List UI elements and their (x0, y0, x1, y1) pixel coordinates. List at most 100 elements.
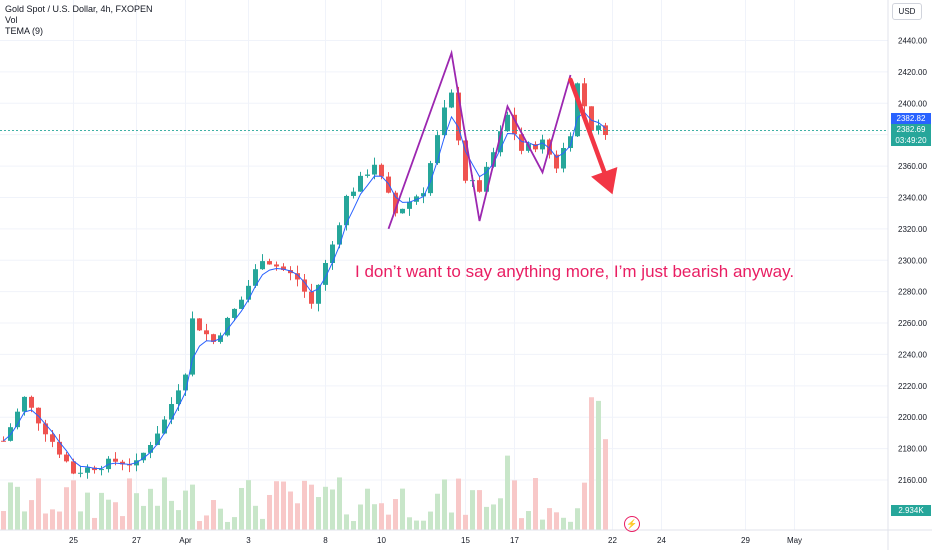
volume-bar (351, 521, 356, 530)
y-tick-label: 2360.00 (898, 162, 927, 171)
volume-bar (295, 503, 300, 530)
time-axis[interactable]: 25 27 Apr 3 8 10 15 17 22 24 29 May (69, 536, 802, 545)
volume-bar (232, 517, 237, 530)
volume-bar (64, 487, 69, 530)
volume-bar (393, 499, 398, 530)
volume-bar (225, 521, 230, 530)
volume-bar (85, 492, 90, 530)
candle-body (85, 467, 90, 473)
symbol-title[interactable]: Gold Spot / U.S. Dollar, 4h, FXOPEN (5, 4, 153, 14)
volume-bar (274, 481, 279, 530)
volume-bar (253, 505, 258, 530)
bar-countdown: 03:49:20 (891, 135, 931, 146)
candle-body (407, 201, 412, 209)
volume-bar (316, 497, 321, 530)
candle-body (274, 264, 279, 267)
volume-label[interactable]: Vol (5, 15, 18, 25)
candle-body (281, 266, 286, 271)
volume-bar (218, 508, 223, 530)
indicator-label[interactable]: TEMA (9) (5, 26, 44, 36)
candle-body (22, 396, 27, 412)
arrow-head (591, 166, 618, 195)
volume-bar (442, 479, 447, 530)
candle-body (211, 334, 216, 342)
x-tick-label: Apr (179, 536, 192, 545)
candle-body (29, 396, 34, 408)
volume-bar (302, 480, 307, 530)
volume-bar (190, 484, 195, 530)
x-tick-label: 27 (132, 536, 141, 545)
x-tick-label: 25 (69, 536, 78, 545)
candle-body (260, 261, 265, 270)
volume-bar (246, 480, 251, 530)
volume-bar (344, 514, 349, 530)
candle-body (295, 273, 300, 280)
candle-body (477, 180, 482, 192)
volume-bar (491, 504, 496, 530)
candle-body (435, 135, 440, 164)
volume-bar (155, 505, 160, 530)
candle-body (183, 374, 188, 391)
volume-bar (519, 518, 524, 530)
x-tick-label: 10 (377, 536, 386, 545)
candle-body (393, 192, 398, 214)
candle-body (71, 461, 76, 474)
volume-bar (386, 514, 391, 530)
y-tick-label: 2320.00 (898, 225, 927, 234)
candle-body (421, 193, 426, 197)
volume-bar (596, 400, 601, 530)
currency-button[interactable]: USD (892, 3, 922, 20)
candle-body (99, 469, 104, 471)
x-tick-label: 3 (246, 536, 251, 545)
x-tick-label: 8 (323, 536, 328, 545)
candle-body (155, 433, 160, 446)
grid-lines (0, 0, 888, 530)
candle-body (204, 330, 209, 335)
candle-body (43, 423, 48, 435)
volume-bar (169, 500, 174, 530)
x-tick-label: 15 (461, 536, 470, 545)
volume-bar (379, 503, 384, 530)
candle-body (162, 419, 167, 434)
tema-line (3, 111, 606, 470)
candle-body (561, 147, 566, 169)
annotation-text[interactable]: I don’t want to say anything more, I’m j… (355, 262, 795, 281)
volume-bar (22, 511, 27, 530)
volume-bar (176, 510, 181, 530)
volume-bar (456, 478, 461, 530)
x-tick-label: 29 (741, 536, 750, 545)
candle-body (400, 208, 405, 214)
candle-body (288, 270, 293, 274)
candle-body (484, 166, 489, 192)
volume-bar (561, 517, 566, 530)
volume-bar (92, 517, 97, 530)
candle-body (540, 139, 545, 150)
volume-bar (120, 516, 125, 530)
candle-body (50, 434, 55, 442)
volume-bar (470, 490, 475, 530)
candle-body (505, 114, 510, 132)
volume-bar (43, 513, 48, 530)
y-tick-label: 2440.00 (898, 37, 927, 46)
candle-body (463, 140, 468, 181)
arrow-shaft (568, 77, 607, 175)
y-tick-label: 2220.00 (898, 382, 927, 391)
candle-body (113, 458, 118, 462)
candle-body (176, 390, 181, 405)
y-tick-label: 2260.00 (898, 319, 927, 328)
candle-body (330, 244, 335, 264)
volume-bar (428, 511, 433, 530)
price-axis[interactable]: 2440.002420.002400.002380.002360.002340.… (898, 37, 927, 486)
candle-body (358, 175, 363, 192)
x-tick-label: May (787, 536, 802, 545)
volume-bar (8, 482, 13, 530)
candle-body (491, 152, 496, 167)
volume-bar (603, 439, 608, 530)
candle-body (533, 144, 538, 150)
volume-bar (512, 480, 517, 530)
flash-icon[interactable]: ⚡ (624, 516, 640, 532)
candle-body (344, 195, 349, 226)
last-price-tag: 2382.69 (891, 124, 931, 135)
volume-bar (127, 478, 132, 530)
